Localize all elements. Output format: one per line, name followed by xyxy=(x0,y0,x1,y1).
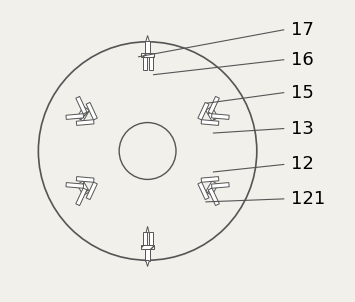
Text: 16: 16 xyxy=(291,51,314,69)
Polygon shape xyxy=(149,232,153,245)
Text: 15: 15 xyxy=(291,84,314,102)
Polygon shape xyxy=(198,182,209,200)
Polygon shape xyxy=(206,181,218,195)
Polygon shape xyxy=(146,261,149,266)
Text: 12: 12 xyxy=(291,156,314,173)
Polygon shape xyxy=(146,36,149,41)
Polygon shape xyxy=(141,53,154,57)
Polygon shape xyxy=(77,181,89,195)
Polygon shape xyxy=(201,120,219,125)
Polygon shape xyxy=(206,107,218,121)
Polygon shape xyxy=(76,96,87,114)
Polygon shape xyxy=(86,182,97,200)
Polygon shape xyxy=(198,102,209,120)
Polygon shape xyxy=(66,183,84,188)
Polygon shape xyxy=(77,107,89,121)
Polygon shape xyxy=(143,232,147,245)
Polygon shape xyxy=(145,41,150,53)
Text: 121: 121 xyxy=(291,190,326,208)
Circle shape xyxy=(119,123,176,179)
Circle shape xyxy=(38,42,257,260)
Polygon shape xyxy=(145,249,150,261)
Polygon shape xyxy=(146,226,149,232)
Polygon shape xyxy=(208,96,219,114)
Polygon shape xyxy=(149,57,153,70)
Polygon shape xyxy=(76,120,94,125)
Polygon shape xyxy=(212,114,229,119)
Polygon shape xyxy=(212,183,229,188)
Polygon shape xyxy=(66,114,84,119)
Polygon shape xyxy=(143,57,147,70)
Polygon shape xyxy=(76,188,87,206)
Text: 17: 17 xyxy=(291,21,314,39)
Polygon shape xyxy=(141,245,154,249)
Text: 13: 13 xyxy=(291,120,314,137)
Polygon shape xyxy=(86,102,97,120)
Polygon shape xyxy=(76,177,94,182)
Polygon shape xyxy=(208,188,219,206)
Polygon shape xyxy=(201,177,219,182)
